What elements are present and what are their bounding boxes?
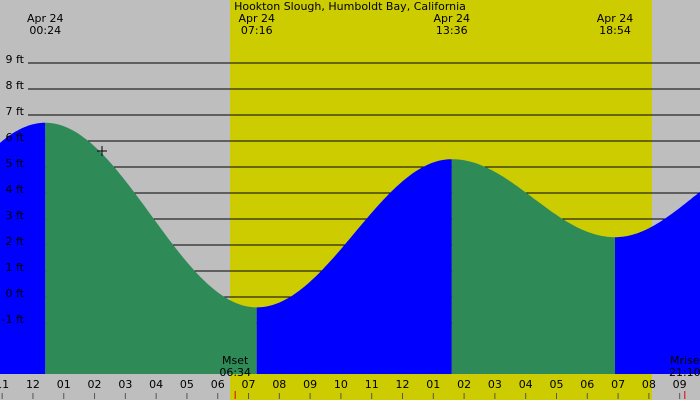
y-tick-label: 4 ft <box>6 183 25 196</box>
x-tick-label: 11 <box>0 378 9 391</box>
x-tick-label: 04 <box>519 378 533 391</box>
y-tick-label: 3 ft <box>6 209 25 222</box>
x-tick-label: 08 <box>272 378 286 391</box>
x-tick-label: 08 <box>642 378 656 391</box>
x-tick-label: 01 <box>57 378 71 391</box>
x-tick-label: 09 <box>673 378 687 391</box>
x-tick-label: 09 <box>303 378 317 391</box>
x-tick-label: 12 <box>396 378 410 391</box>
y-tick-label: 0 ft <box>6 287 25 300</box>
tide-time: 07:16 <box>241 24 273 37</box>
x-tick-label: 11 <box>365 378 379 391</box>
tide-area <box>256 159 452 374</box>
moon-time: 21:10 <box>669 366 700 379</box>
x-tick-label: 05 <box>180 378 194 391</box>
chart-title: Hookton Slough, Humboldt Bay, California <box>234 0 466 13</box>
y-tick-label: 8 ft <box>6 79 25 92</box>
x-tick-label: 06 <box>211 378 225 391</box>
y-tick-label: 2 ft <box>6 235 25 248</box>
tide-area <box>0 122 46 374</box>
y-tick-label: -1 ft <box>2 313 25 326</box>
x-tick-label: 07 <box>242 378 256 391</box>
x-tick-label: 10 <box>334 378 348 391</box>
x-tick-label: 12 <box>26 378 40 391</box>
x-tick-label: 02 <box>88 378 102 391</box>
y-tick-label: 6 ft <box>6 131 25 144</box>
x-tick-label: 03 <box>488 378 502 391</box>
tide-time: 13:36 <box>436 24 468 37</box>
moon-time: 06:34 <box>219 366 251 379</box>
x-tick-label: 05 <box>549 378 563 391</box>
x-tick-label: 01 <box>426 378 440 391</box>
y-tick-label: 7 ft <box>6 105 25 118</box>
x-tick-label: 07 <box>611 378 625 391</box>
tide-time: 00:24 <box>29 24 61 37</box>
cursor <box>97 146 107 156</box>
y-tick-label: 9 ft <box>6 53 25 66</box>
tide-area <box>615 191 700 374</box>
tide-time: 18:54 <box>599 24 631 37</box>
x-tick-label: 02 <box>457 378 471 391</box>
tide-area <box>45 122 257 374</box>
y-tick-label: 5 ft <box>6 157 25 170</box>
tide-date: Apr 24 <box>434 12 471 25</box>
x-tick-label: 04 <box>149 378 163 391</box>
tide-date: Apr 24 <box>238 12 275 25</box>
x-tick-label: 03 <box>118 378 132 391</box>
x-tick-label: 06 <box>580 378 594 391</box>
tide-area <box>451 159 615 374</box>
tide-date: Apr 24 <box>597 12 634 25</box>
tide-date: Apr 24 <box>27 12 64 25</box>
moon-label: Mrise <box>670 354 700 367</box>
y-tick-label: 1 ft <box>6 261 25 274</box>
moon-label: Mset <box>222 354 249 367</box>
